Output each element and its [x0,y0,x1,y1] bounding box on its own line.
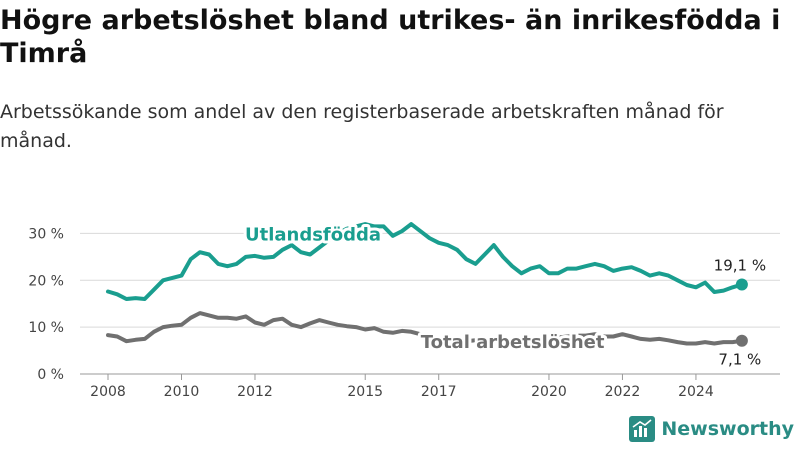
x-tick-label: 2022 [605,384,641,400]
series-label-halo: Utlandsfödda [245,224,381,245]
series-label-halo: Total arbetslöshet [421,332,605,353]
end-value-label: 7,1 % [718,351,761,369]
x-tick-label: 2017 [421,384,457,400]
series-label: Total arbetslöshet [421,332,605,353]
line-chart: 0 % 10 % 20 % 30 % 2008 2010 2012 2015 2017 2020 2… [28,221,780,400]
grid-layer: 0 % 10 % 20 % 30 % 2008 2010 2012 2015 2017 2020 2… [28,226,780,400]
brand-name: Newsworthy [661,418,794,440]
y-tick-label: 30 % [28,226,64,242]
x-tick-label: 2024 [678,384,714,400]
x-tick-label: 2008 [90,384,126,400]
brand-logo: Newsworthy [629,416,794,442]
line-layer [106,222,748,347]
y-tick-label: 0 % [37,367,64,383]
y-tick-label: 10 % [28,320,64,336]
chart-title: Högre arbetslöshet bland utrikes- än inr… [0,5,781,69]
x-tick-label: 2020 [531,384,567,400]
y-tick-label: 20 % [28,273,64,289]
series-line-utlandsfodda [106,222,744,301]
series-line-total [106,311,744,346]
end-value-label: 19,1 % [714,257,766,275]
x-tick-label: 2010 [164,384,200,400]
x-tick-label: 2012 [237,384,273,400]
chart-subtitle: Arbetssökande som andel av den registerb… [0,101,724,152]
label-layer: 19,1 %7,1 %UtlandsföddaUtlandsföddaTotal… [242,221,766,369]
newsworthy-logo-icon [629,416,656,442]
end-point-marker [735,278,748,291]
x-tick-label: 2015 [347,384,383,400]
series-label: Utlandsfödda [245,224,381,245]
end-point-marker [735,334,748,347]
